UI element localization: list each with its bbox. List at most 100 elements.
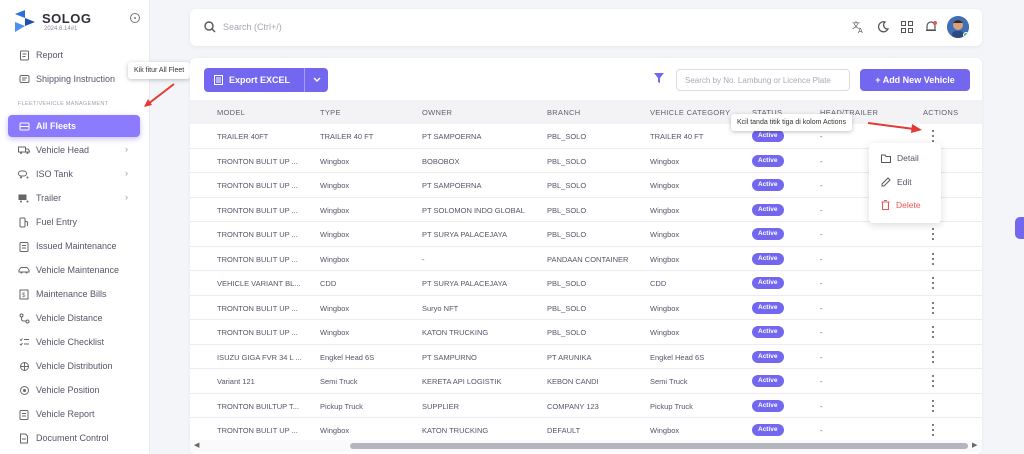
column-header-branch[interactable]: BRANCH: [547, 108, 581, 117]
menu-item-edit[interactable]: Edit: [881, 177, 912, 187]
sidebar-item-label: Vehicle Head: [36, 145, 90, 155]
excel-icon: [214, 75, 223, 85]
scrollbar-thumb[interactable]: [350, 443, 968, 449]
chevron-down-icon: [312, 77, 321, 83]
cell-branch: COMPANY 123: [547, 401, 599, 411]
table-row[interactable]: TRONTON BULIT UP ... Wingbox BOBOBOX PBL_SO…: [190, 149, 982, 173]
table-row[interactable]: TRONTON BULIT UP ... Wingbox Suryo NFT PBL_…: [190, 296, 982, 320]
table-row[interactable]: Variant 121 Semi Truck KERETA API LOGISTIK…: [190, 369, 982, 394]
table-row[interactable]: VEHICLE VARIANT BL... CDD PT SURYA PALACEJ…: [190, 271, 982, 296]
cell-owner: BOBOBOX: [422, 156, 460, 166]
cell-branch: PBL_SOLO: [547, 279, 587, 288]
chevron-right-icon: ›: [125, 192, 128, 202]
cell-vehicle-category: Wingbox: [650, 205, 680, 215]
status-badge: Active: [752, 252, 784, 265]
sidebar-item-vehicle-maintenance[interactable]: Vehicle Maintenance: [8, 259, 140, 281]
more-actions-icon[interactable]: [931, 326, 935, 338]
checklist-icon: [18, 336, 30, 348]
cell-type: Wingbox: [320, 230, 350, 239]
sidebar-item-iso-tank[interactable]: ISO Tank ›: [8, 163, 140, 185]
more-actions-icon[interactable]: [931, 301, 935, 314]
export-dropdown-toggle[interactable]: [304, 68, 328, 92]
cell-vehicle-category: Wingbox: [650, 303, 680, 313]
sidebar-item-shipping-instruction[interactable]: Shipping Instruction: [8, 68, 140, 90]
column-header-owner[interactable]: OWNER: [422, 108, 453, 117]
sidebar-item-fuel-entry[interactable]: Fuel Entry: [8, 211, 140, 233]
table-row[interactable]: TRONTON BULIT UP ... Wingbox KATON TRUCKIN…: [190, 418, 982, 443]
sidebar-item-vehicle-distribution[interactable]: Vehicle Distribution: [8, 355, 140, 377]
sidebar-item-all-fleets[interactable]: All Fleets: [8, 115, 140, 137]
sidebar-item-trailer[interactable]: Trailer ›: [8, 187, 140, 209]
column-header-vehicle-category[interactable]: VEHICLE CATEGORY: [650, 108, 731, 117]
table-row[interactable]: ISUZU GIGA FVR 34 L ... Engkel Head 6S PT …: [190, 345, 982, 369]
bill-icon: $: [18, 288, 30, 300]
cell-owner: PT SURYA PALACEJAYA: [422, 230, 508, 239]
export-excel-button[interactable]: Export EXCEL: [204, 68, 328, 92]
cell-branch: PBL_SOLO: [547, 132, 587, 141]
more-actions-icon[interactable]: [931, 375, 935, 387]
menu-item-detail[interactable]: Detail: [881, 153, 919, 163]
sidebar-item-vehicle-position[interactable]: Vehicle Position: [8, 379, 140, 401]
more-actions-icon[interactable]: [931, 277, 935, 289]
sidebar-item-vehicle-head[interactable]: Vehicle Head ›: [8, 139, 140, 161]
cell-head-trailer: -: [820, 254, 823, 264]
sidebar-item-maintenance-bills[interactable]: $ Maintenance Bills: [8, 283, 140, 305]
column-header-type[interactable]: TYPE: [320, 108, 341, 117]
menu-item-delete[interactable]: Delete: [881, 200, 921, 210]
column-header-model[interactable]: MODEL: [217, 108, 246, 117]
sidebar-item-vehicle-checklist[interactable]: Vehicle Checklist: [8, 331, 140, 353]
add-new-vehicle-button[interactable]: + Add New Vehicle: [860, 69, 970, 91]
more-actions-icon[interactable]: [931, 424, 935, 436]
sidebar-item-document-control[interactable]: Document Control: [8, 427, 140, 449]
annotation-arrow-icon: [144, 83, 175, 107]
filter-icon[interactable]: [653, 72, 665, 84]
sidebar-item-report[interactable]: Report: [8, 44, 140, 66]
global-search-input[interactable]: Search (Ctrl+/): [223, 22, 282, 32]
cell-owner: KATON TRUCKING: [422, 328, 489, 337]
sidebar-item-label: Vehicle Distribution: [36, 361, 113, 371]
vehicle-search-input[interactable]: Search by No. Lambung or Licence Plate: [676, 69, 850, 91]
cell-head-trailer: -: [820, 279, 823, 288]
more-actions-icon[interactable]: [931, 252, 935, 265]
distribution-icon: [18, 360, 30, 372]
cell-branch: KEBON CANDI: [547, 377, 599, 386]
sidebar-item-vehicle-report[interactable]: Vehicle Report: [8, 403, 140, 425]
sidebar-item-label: Trailer: [36, 193, 62, 203]
cell-head-trailer: -: [820, 132, 823, 141]
table-row[interactable]: TRONTON BUILTUP T... Pickup Truck SUPPLIER…: [190, 394, 982, 418]
trailer-icon: [18, 192, 30, 204]
cell-branch: PBL_SOLO: [547, 328, 587, 337]
scroll-right-arrow-icon[interactable]: ▶: [972, 442, 978, 449]
clipboard-icon: [18, 408, 30, 420]
bell-icon[interactable]: [924, 20, 938, 34]
column-header-status[interactable]: STATUS: [752, 108, 783, 117]
cell-owner: PT SAMPOERNA: [422, 181, 482, 190]
more-actions-icon[interactable]: [931, 350, 935, 363]
table-row[interactable]: TRONTON BULIT UP ... Wingbox - PANDAAN CONT…: [190, 247, 982, 271]
sidebar-item-issued-maintenance[interactable]: Issued Maintenance: [8, 235, 140, 257]
cell-head-trailer: -: [820, 426, 823, 435]
status-badge: Active: [752, 350, 784, 363]
more-actions-icon[interactable]: [931, 399, 935, 412]
column-header-head-trailer[interactable]: HEAD/TRAILER: [820, 108, 879, 117]
user-avatar[interactable]: [947, 16, 969, 38]
sidebar-item-vehicle-distance[interactable]: Vehicle Distance: [8, 307, 140, 329]
table-row[interactable]: TRONTON BULIT UP ... Wingbox PT SAMPOERNA P…: [190, 173, 982, 198]
more-actions-icon[interactable]: [931, 228, 935, 240]
table-row[interactable]: TRONTON BULIT UP ... Wingbox PT SURYA PALA…: [190, 222, 982, 247]
horizontal-scrollbar[interactable]: ◀ ▶: [190, 440, 982, 452]
customizer-tab[interactable]: [1015, 217, 1024, 239]
translate-icon[interactable]: 文A: [852, 20, 866, 34]
table-row[interactable]: TRONTON BULIT UP ... Wingbox PT SOLOMON IN…: [190, 198, 982, 222]
menu-item-label: Detail: [897, 153, 919, 163]
table-row[interactable]: TRAILER 40FT TRAILER 40 FT PT SAMPOERNA PBL…: [190, 124, 982, 149]
scroll-left-arrow-icon[interactable]: ◀: [194, 442, 200, 449]
chevron-right-icon: ›: [125, 168, 128, 178]
brand-logo[interactable]: SOLOG 2024.6.14#1: [12, 8, 91, 34]
more-actions-icon[interactable]: [931, 130, 935, 142]
table-row[interactable]: TRONTON BULIT UP ... Wingbox KATON TRUCKIN…: [190, 320, 982, 345]
cell-model: TRONTON BULIT UP ...: [217, 181, 298, 190]
theme-moon-icon[interactable]: [876, 20, 890, 34]
sidebar-toggle-icon[interactable]: [130, 13, 140, 23]
apps-grid-icon[interactable]: [900, 20, 914, 34]
